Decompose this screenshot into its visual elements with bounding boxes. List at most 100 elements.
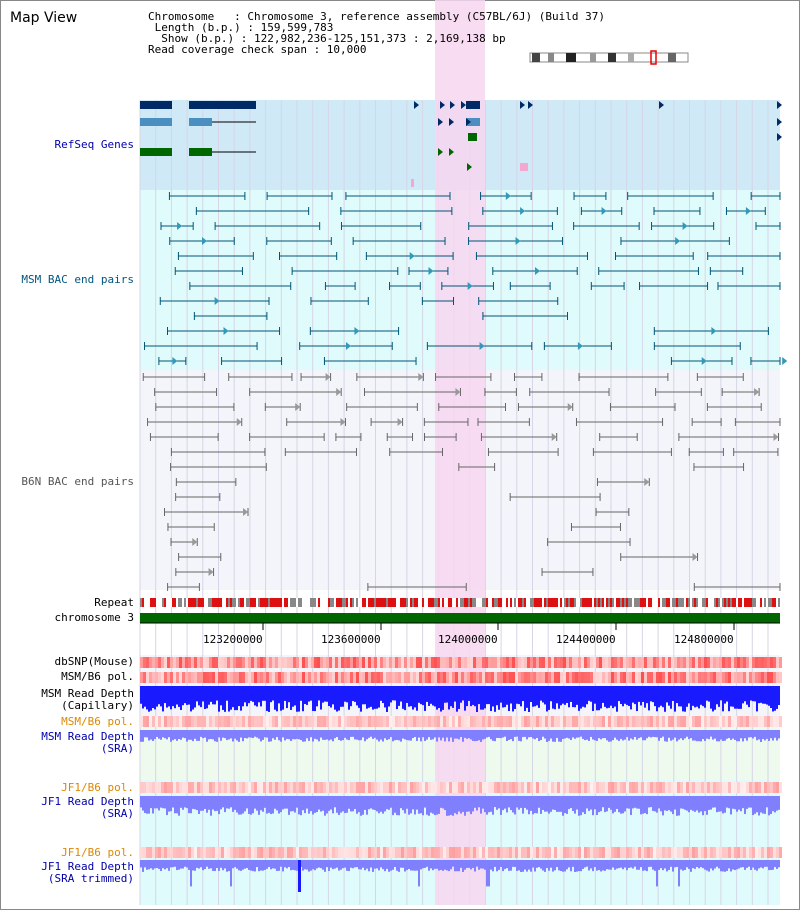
depth-bar: [204, 860, 206, 870]
heat-cell: [344, 716, 347, 727]
heat-cell: [473, 847, 476, 858]
depth-bar: [368, 686, 370, 708]
depth-bar: [392, 730, 394, 742]
track-label-msm-depth-capillary[interactable]: MSM Read Depth (Capillary): [41, 687, 134, 712]
heat-cell: [491, 847, 494, 858]
heat-cell: [740, 716, 743, 727]
depth-bar: [162, 796, 164, 809]
depth-bar: [334, 860, 336, 869]
repeat-segment: [378, 598, 380, 607]
depth-bar: [674, 686, 676, 712]
heat-cell: [155, 657, 158, 668]
depth-bar: [546, 730, 548, 742]
depth-bar: [282, 730, 284, 738]
track-label-jf1-depth-trimmed[interactable]: JF1 Read Depth (SRA trimmed): [41, 860, 134, 885]
heat-cell: [473, 782, 476, 793]
depth-bar: [618, 730, 620, 741]
repeat-segment: [334, 598, 336, 607]
depth-bar: [318, 686, 320, 701]
heat-cell: [332, 657, 335, 668]
repeat-segment: [140, 598, 142, 607]
heat-cell: [512, 657, 515, 668]
repeat-segment: [728, 598, 730, 607]
heat-cell: [176, 782, 179, 793]
depth-bar: [760, 796, 762, 813]
track-label-refseq[interactable]: RefSeq Genes: [54, 138, 134, 151]
track-label-msm-depth-sra[interactable]: MSM Read Depth (SRA): [41, 730, 134, 755]
depth-bar: [408, 796, 410, 815]
depth-bar: [644, 796, 646, 814]
depth-bar: [636, 860, 638, 870]
heat-cell: [722, 847, 725, 858]
track-label-chromosome[interactable]: chromosome 3: [54, 611, 134, 624]
heat-cell: [257, 672, 260, 683]
track-label-repeat[interactable]: Repeat: [94, 596, 134, 609]
repeat-segment: [350, 598, 352, 607]
heat-cell: [539, 847, 542, 858]
heat-cell: [773, 847, 776, 858]
repeat-segment: [460, 598, 462, 607]
heat-cell: [758, 716, 761, 727]
heat-cell: [251, 672, 254, 683]
heat-cell: [692, 657, 695, 668]
heat-cell: [170, 657, 173, 668]
track-label-msm-b6-pol[interactable]: MSM/B6 pol.: [61, 670, 134, 683]
depth-bar: [186, 686, 188, 705]
track-label-jf1-b6-pol-trimmed[interactable]: JF1/B6 pol.: [61, 846, 134, 859]
repeat-segment: [174, 598, 176, 607]
track-label-msm-b6-pol-sra[interactable]: MSM/B6 pol.: [61, 715, 134, 728]
track-label-jf1-b6-pol[interactable]: JF1/B6 pol.: [61, 781, 134, 794]
depth-bar: [522, 686, 524, 702]
depth-bar: [730, 796, 732, 815]
depth-bar: [666, 686, 668, 703]
depth-bar: [422, 860, 424, 869]
depth-bar: [448, 686, 450, 710]
depth-bar: [350, 686, 352, 707]
heat-cell: [176, 657, 179, 668]
depth-bar: [546, 796, 548, 812]
heat-cell: [491, 782, 494, 793]
depth-bar: [748, 730, 750, 738]
depth-bar: [612, 686, 614, 709]
heat-cell: [173, 782, 176, 793]
repeat-segment: [456, 598, 458, 607]
depth-bar: [270, 860, 272, 870]
heat-cell: [377, 847, 380, 858]
depth-bar: [590, 860, 592, 869]
track-label-msm-bac[interactable]: MSM BAC end pairs: [21, 273, 134, 286]
depth-bar: [704, 686, 706, 708]
repeat-segment: [248, 598, 250, 607]
track-label-jf1-depth-sra[interactable]: JF1 Read Depth (SRA): [41, 795, 134, 820]
depth-bar: [354, 730, 356, 740]
depth-bar: [354, 860, 356, 868]
heat-cell: [695, 847, 698, 858]
depth-bar: [368, 730, 370, 738]
heat-cell: [287, 657, 290, 668]
depth-bar: [214, 686, 216, 705]
depth-bar: [282, 686, 284, 710]
depth-bar: [410, 796, 412, 814]
depth-bar: [490, 686, 492, 712]
depth-bar: [620, 686, 622, 704]
heat-cell: [470, 782, 473, 793]
depth-bar: [760, 686, 762, 703]
heat-cell: [206, 657, 209, 668]
heat-cell: [284, 672, 287, 683]
heat-cell: [458, 672, 461, 683]
track-label-dbsnp[interactable]: dbSNP(Mouse): [54, 655, 134, 668]
heat-cell: [737, 847, 740, 858]
heat-cell: [530, 847, 533, 858]
heat-cell: [719, 716, 722, 727]
depth-bar: [350, 860, 352, 868]
depth-bar: [528, 730, 530, 738]
heat-cell: [200, 782, 203, 793]
depth-bar: [208, 796, 210, 810]
depth-bar: [194, 796, 196, 810]
depth-bar: [710, 796, 712, 810]
track-label-b6n-bac[interactable]: B6N BAC end pairs: [21, 475, 134, 488]
repeat-segment: [338, 598, 340, 607]
depth-bar: [506, 730, 508, 742]
depth-bar: [668, 730, 670, 738]
heat-cell: [314, 716, 317, 727]
